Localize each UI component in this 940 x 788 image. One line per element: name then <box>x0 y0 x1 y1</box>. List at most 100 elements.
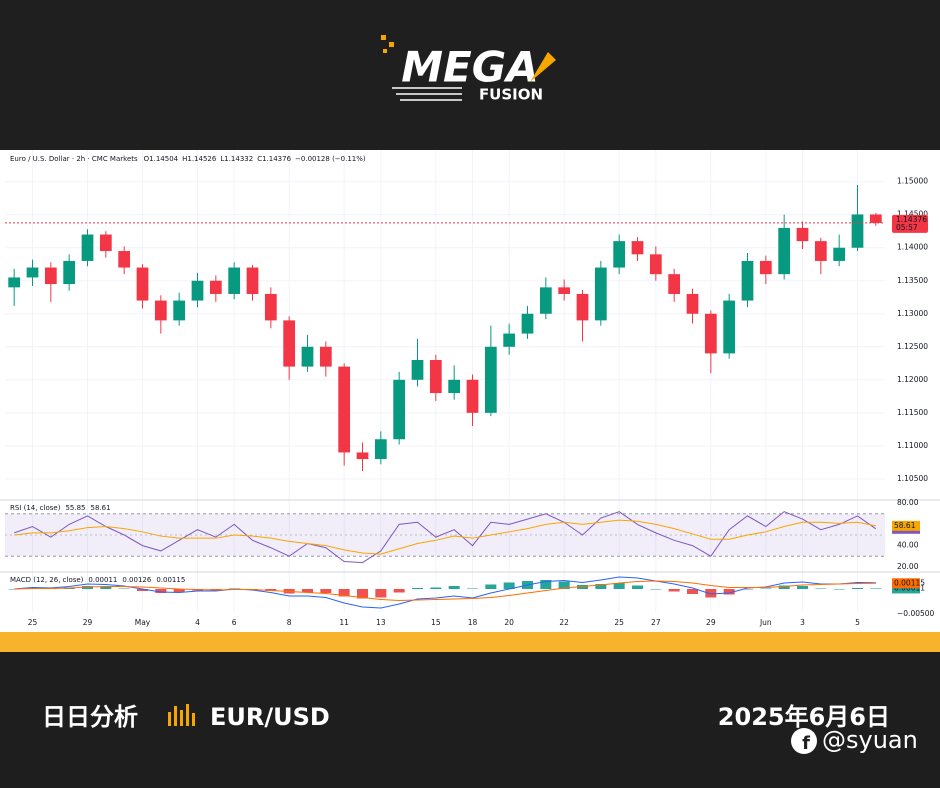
header-text: 1.14504 <box>149 155 178 163</box>
footer-handle: @syuan <box>822 726 918 754</box>
histogram-bar <box>687 589 698 594</box>
candle-body <box>319 346 332 367</box>
last-price-tag <box>892 214 928 233</box>
histogram-bar <box>375 589 387 598</box>
header-text: H <box>182 155 187 163</box>
header-text: 0.00011 <box>88 576 117 584</box>
y-tick-label: −0.00500 <box>897 609 935 618</box>
candle-body <box>503 333 516 347</box>
x-tick-label: 29 <box>706 618 716 627</box>
y-tick-label: 20.00 <box>897 562 919 571</box>
candle-body <box>466 379 479 413</box>
histogram-bar <box>137 589 148 591</box>
candle-body <box>173 300 186 321</box>
histogram-bar <box>118 588 130 589</box>
y-tick-label: 1.13500 <box>897 276 928 285</box>
histogram-bar <box>302 589 313 593</box>
logo-dot <box>389 42 394 47</box>
candle-body <box>833 247 846 261</box>
indicator-line <box>14 580 876 602</box>
value-tag <box>892 578 920 589</box>
candle-body <box>191 280 204 301</box>
candle-body <box>44 267 57 285</box>
facebook-icon <box>791 728 817 754</box>
candle-body <box>448 379 461 394</box>
candle-body <box>704 313 717 354</box>
value-tag <box>892 583 920 594</box>
candle-body <box>814 241 827 261</box>
candle-body <box>484 346 497 413</box>
x-tick-label: Jun <box>759 618 772 627</box>
x-tick-label: 5 <box>855 618 860 627</box>
y-tick-label: 40.00 <box>897 541 919 550</box>
histogram-bar <box>320 589 332 593</box>
histogram-bar <box>650 589 662 590</box>
histogram-bar <box>448 586 460 589</box>
candle-body <box>338 366 351 453</box>
footer-date: 2025年6月6日 <box>718 703 890 731</box>
x-tick-label: 6 <box>232 618 237 627</box>
x-tick-label: 11 <box>339 618 349 627</box>
value-tag <box>892 520 920 531</box>
candle-body <box>154 300 167 321</box>
bars-icon <box>168 704 195 726</box>
histogram-bar <box>540 580 552 589</box>
histogram-bar <box>778 585 790 589</box>
x-tick-label: 25 <box>614 618 624 627</box>
histogram-bar <box>357 589 368 599</box>
logo-sub: FUSION <box>479 86 543 104</box>
header-text: 0.00115 <box>156 576 185 584</box>
logo-dot <box>383 49 387 53</box>
y-tick-label: 1.13000 <box>897 309 928 318</box>
candle-body <box>283 320 296 367</box>
histogram-bar <box>338 589 350 597</box>
candle-body <box>576 293 589 321</box>
histogram-bar <box>870 588 882 589</box>
histogram-bar <box>852 588 863 589</box>
histogram-bar <box>723 589 735 595</box>
y-tick-label: 1.12500 <box>897 342 928 351</box>
x-tick-label: May <box>135 618 151 627</box>
y-tick-label: 1.11000 <box>897 441 928 450</box>
histogram-bar <box>595 584 607 589</box>
header-text: 1.14526 <box>187 155 216 163</box>
candle-body <box>99 234 112 252</box>
histogram-bar <box>815 588 827 589</box>
candle-body <box>594 267 607 321</box>
histogram-bar <box>485 584 497 589</box>
logo-dot <box>381 35 386 40</box>
x-tick-label: 15 <box>431 618 441 627</box>
x-tick-label: 27 <box>651 618 661 627</box>
indicator-line <box>14 519 876 555</box>
candle-body <box>649 254 662 275</box>
candle-body <box>759 260 772 275</box>
x-tick-label: 8 <box>287 618 292 627</box>
candle-body <box>228 267 241 294</box>
candle-body <box>8 277 21 288</box>
y-tick-label: 1.10500 <box>897 474 928 483</box>
header-text: 1.14376 <box>262 155 291 163</box>
histogram-bar <box>668 589 680 592</box>
histogram-bar <box>833 589 845 590</box>
footer-pair: EUR/USD <box>210 703 330 731</box>
histogram-bar <box>760 588 772 589</box>
y-tick-label: 80.00 <box>897 498 919 507</box>
candle-body <box>741 260 754 301</box>
histogram-bar <box>705 589 717 598</box>
candle-body <box>411 360 424 380</box>
candle-body <box>301 346 314 367</box>
candle-body <box>264 293 277 321</box>
last-price-label: 1.14376 <box>896 215 927 224</box>
accent-bar <box>0 632 940 652</box>
value-tag-label: 58.61 <box>894 521 916 530</box>
indicator-line <box>14 511 877 564</box>
header-text: MACD (12, 26, close) <box>10 576 84 584</box>
candle-body <box>796 227 809 242</box>
histogram-bar <box>632 585 643 589</box>
candle-body <box>26 267 39 278</box>
value-tag-label: 0.00115 <box>894 578 925 587</box>
candle-body <box>429 360 442 394</box>
header-text: 58.61 <box>91 504 111 512</box>
header-text: C <box>257 155 262 163</box>
